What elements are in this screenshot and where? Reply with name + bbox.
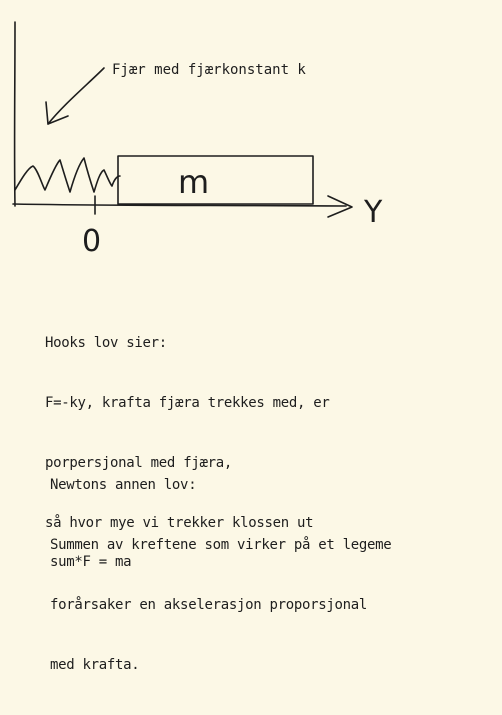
newton-line-2: forårsaker en akselerasjon proporsjonal <box>50 595 391 615</box>
newton-formula: sum*F = ma <box>50 552 131 572</box>
spring-mass-diagram: Y 0 m Fjær med fjærkonstant k <box>0 0 502 300</box>
newton-line-title: Newtons annen lov: <box>50 475 391 495</box>
axis-label: Y <box>363 195 383 230</box>
pointer-arrow-line <box>48 68 104 124</box>
hooke-line-formula: F=-ky, krafta fjæra trekkes med, er <box>45 393 330 413</box>
newton-law-note: Newtons annen lov: Summen av kreftene so… <box>50 435 391 715</box>
spring-zigzag <box>15 158 120 192</box>
mass-block <box>118 156 313 204</box>
hooke-line-title: Hooks lov sier: <box>45 333 330 353</box>
newton-line-3: med krafta. <box>50 655 391 675</box>
origin-label: 0 <box>82 224 101 259</box>
mass-label: m <box>178 163 209 201</box>
spring-label: Fjær med fjærkonstant k <box>112 62 306 78</box>
whiteboard-canvas: Y 0 m Fjær med fjærkonstant k Hooks lov … <box>0 0 502 595</box>
